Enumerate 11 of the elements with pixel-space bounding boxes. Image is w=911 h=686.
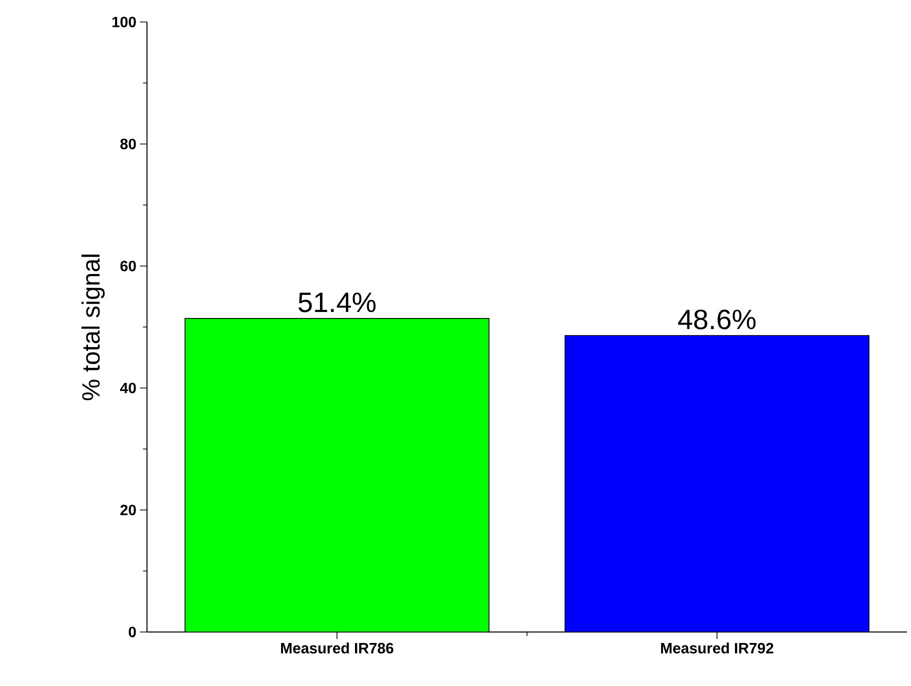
y-axis-title: % total signal xyxy=(82,254,105,400)
x-tick-label: Measured IR786 xyxy=(281,642,394,654)
data-label: 48.6% xyxy=(678,310,756,330)
y-tick-label: 20 xyxy=(120,504,136,516)
y-tick-label: 0 xyxy=(128,626,136,638)
y-tick-label: 40 xyxy=(120,382,136,394)
x-tick-label: Measured IR792 xyxy=(661,642,774,654)
y-tick-label: 60 xyxy=(120,260,136,272)
y-tick-label: 80 xyxy=(120,138,136,150)
data-label: 51.4% xyxy=(298,292,376,312)
y-tick-label: 100 xyxy=(112,16,136,28)
